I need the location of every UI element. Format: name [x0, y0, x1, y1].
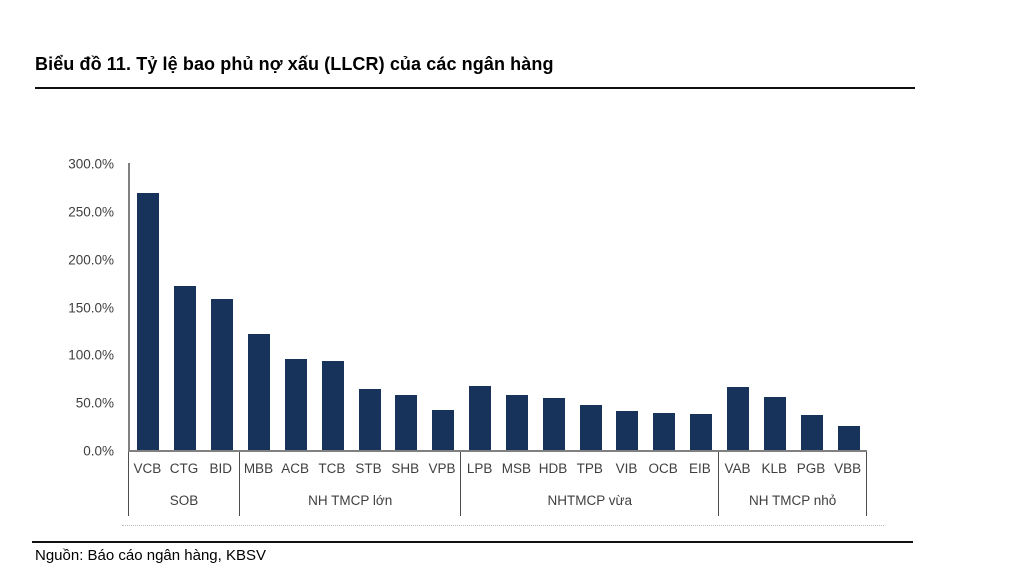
source-text: Nguồn: Báo cáo ngân hàng, KBSV — [35, 547, 267, 564]
bar-OCB — [653, 412, 676, 451]
bank-label-row: VAB KLB PGB VBB — [719, 452, 866, 484]
x-axis-label-BID: BID — [209, 460, 233, 476]
bank-label-row: VCB CTG BID — [129, 452, 239, 484]
group-label: SOB — [169, 492, 199, 508]
x-axis-label-TPB: TPB — [576, 460, 603, 476]
y-axis-tick-label: 100.0% — [68, 347, 114, 363]
group-label: NH TMCP nhỏ — [748, 492, 837, 508]
y-axis-tick-label: 150.0% — [68, 300, 114, 315]
page-title: Biểu đồ 11. Tỷ lệ bao phủ nợ xấu (LLCR) … — [35, 54, 554, 74]
bar-STB — [358, 388, 381, 451]
x-axis-label-EIB: EIB — [688, 460, 711, 476]
bar-slot — [130, 164, 167, 451]
bar-slot — [683, 164, 720, 451]
bar-SHB — [395, 394, 418, 451]
x-label-group: VCB CTG BID SOB — [128, 452, 239, 516]
bars-area — [130, 164, 867, 451]
bar-VIB — [616, 410, 639, 451]
bar-group — [720, 164, 867, 451]
bar-slot — [720, 164, 757, 451]
bar-CTG — [174, 286, 197, 451]
bar-BID — [211, 298, 234, 451]
x-axis-label-VPB: VPB — [428, 460, 456, 476]
bar-slot — [167, 164, 204, 451]
bar-slot — [351, 164, 388, 451]
bar-HDB — [542, 398, 565, 451]
x-label-group: MBB ACB TCB STB SHB VPB NH TMCP lớn — [239, 452, 460, 516]
bar-slot — [388, 164, 425, 451]
bar-slot — [572, 164, 609, 451]
y-axis-tick-label: 0.0% — [83, 443, 114, 459]
bar-slot — [609, 164, 646, 451]
bar-PGB — [800, 414, 823, 451]
bar-slot — [498, 164, 535, 451]
bar-slot — [756, 164, 793, 451]
bar-slot — [204, 164, 241, 451]
x-axis-label-TCB: TCB — [318, 460, 346, 476]
bar-group — [241, 164, 462, 451]
group-label: NH TMCP lớn — [308, 492, 393, 508]
bar-slot — [830, 164, 867, 451]
x-axis-label-KLB: KLB — [761, 460, 788, 476]
y-axis-tick-label: 200.0% — [68, 252, 114, 268]
y-axis: 0.0% 50.0% 100.0% 150.0% 200.0% 250.0% 300.0% — [38, 157, 114, 459]
x-axis-label-OCB: OCB — [648, 460, 678, 476]
bar-VCB — [137, 192, 160, 451]
bar-VAB — [727, 386, 750, 451]
bar-MSB — [505, 394, 528, 451]
bar-slot — [241, 164, 278, 451]
bar-group — [462, 164, 720, 451]
bar-slot — [535, 164, 572, 451]
bar-slot — [462, 164, 499, 451]
x-axis-label-ACB: ACB — [281, 460, 310, 476]
bar-VBB — [837, 426, 860, 451]
x-axis-label-VIB: VIB — [615, 460, 638, 476]
bar-KLB — [763, 397, 786, 451]
bar-slot — [793, 164, 830, 451]
bank-label-row: LPB MSB HDB TPB VIB OCB EIB — [461, 452, 718, 484]
bar-VPB — [432, 409, 455, 451]
x-axis-label-STB: STB — [355, 460, 382, 476]
x-label-area: VCB CTG BID SOB MBB ACB TCB STB SHB VPB NH TMCP lớ… — [128, 452, 867, 516]
y-axis-tick-label: 300.0% — [68, 156, 114, 172]
y-axis-line — [128, 163, 130, 452]
bar-slot — [646, 164, 683, 451]
x-axis-label-MBB: MBB — [243, 460, 274, 476]
x-label-group: VAB KLB PGB VBB NH TMCP nhỏ — [718, 452, 867, 516]
chart-bottom-hairline — [122, 525, 884, 526]
bar-EIB — [690, 413, 713, 451]
x-axis-label-MSB: MSB — [501, 460, 531, 476]
y-axis-tick-label: 50.0% — [75, 395, 114, 411]
x-axis-label-CTG: CTG — [169, 460, 199, 476]
bar-LPB — [469, 385, 492, 451]
bar-TCB — [321, 361, 344, 451]
x-axis-label-SHB: SHB — [391, 460, 420, 476]
x-axis-label-VBB: VBB — [834, 460, 862, 476]
bar-slot — [277, 164, 314, 451]
x-label-group: LPB MSB HDB TPB VIB OCB EIB NHTMCP vừa — [460, 452, 718, 516]
group-label: NHTMCP vừa — [547, 492, 633, 508]
source-rule — [32, 541, 913, 543]
y-axis-tick-label: 250.0% — [68, 204, 114, 220]
bar-slot — [314, 164, 351, 451]
bank-label-row: MBB ACB TCB STB SHB VPB — [240, 452, 460, 484]
bar-slot — [425, 164, 462, 451]
title-rule — [35, 87, 915, 89]
bar-ACB — [284, 359, 307, 451]
bar-MBB — [247, 334, 270, 451]
bar-TPB — [579, 405, 602, 451]
x-axis-label-VCB: VCB — [133, 460, 162, 476]
bar-group — [130, 164, 241, 451]
x-axis-label-HDB: HDB — [538, 460, 568, 476]
x-axis-label-PGB: PGB — [796, 460, 826, 476]
x-axis-label-LPB: LPB — [466, 460, 493, 476]
x-axis-label-VAB: VAB — [724, 460, 751, 476]
x-axis-line — [128, 450, 867, 452]
